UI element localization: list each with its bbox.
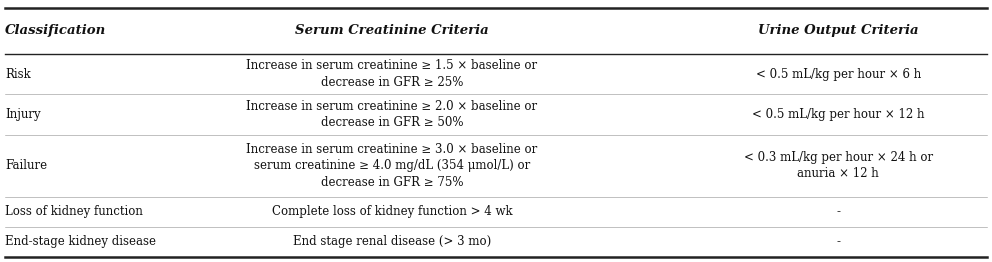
Text: Urine Output Criteria: Urine Output Criteria <box>758 24 919 37</box>
Text: Increase in serum creatinine ≥ 3.0 × baseline or
serum creatinine ≥ 4.0 mg/dL (3: Increase in serum creatinine ≥ 3.0 × bas… <box>246 143 538 189</box>
Text: Increase in serum creatinine ≥ 1.5 × baseline or
decrease in GFR ≥ 25%: Increase in serum creatinine ≥ 1.5 × bas… <box>246 59 538 89</box>
Text: Increase in serum creatinine ≥ 2.0 × baseline or
decrease in GFR ≥ 50%: Increase in serum creatinine ≥ 2.0 × bas… <box>246 100 538 129</box>
Text: Failure: Failure <box>5 159 47 172</box>
Text: -: - <box>836 205 840 218</box>
Text: End-stage kidney disease: End-stage kidney disease <box>5 235 156 248</box>
Text: Classification: Classification <box>5 24 106 37</box>
Text: Complete loss of kidney function > 4 wk: Complete loss of kidney function > 4 wk <box>272 205 512 218</box>
Text: Injury: Injury <box>5 108 41 121</box>
Text: End stage renal disease (> 3 mo): End stage renal disease (> 3 mo) <box>293 235 491 248</box>
Text: -: - <box>836 235 840 248</box>
Text: Serum Creatinine Criteria: Serum Creatinine Criteria <box>295 24 489 37</box>
Text: Loss of kidney function: Loss of kidney function <box>5 205 143 218</box>
Text: Risk: Risk <box>5 68 31 80</box>
Text: < 0.5 mL/kg per hour × 6 h: < 0.5 mL/kg per hour × 6 h <box>756 68 921 80</box>
Text: < 0.5 mL/kg per hour × 12 h: < 0.5 mL/kg per hour × 12 h <box>752 108 925 121</box>
Text: < 0.3 mL/kg per hour × 24 h or
anuria × 12 h: < 0.3 mL/kg per hour × 24 h or anuria × … <box>744 151 932 181</box>
